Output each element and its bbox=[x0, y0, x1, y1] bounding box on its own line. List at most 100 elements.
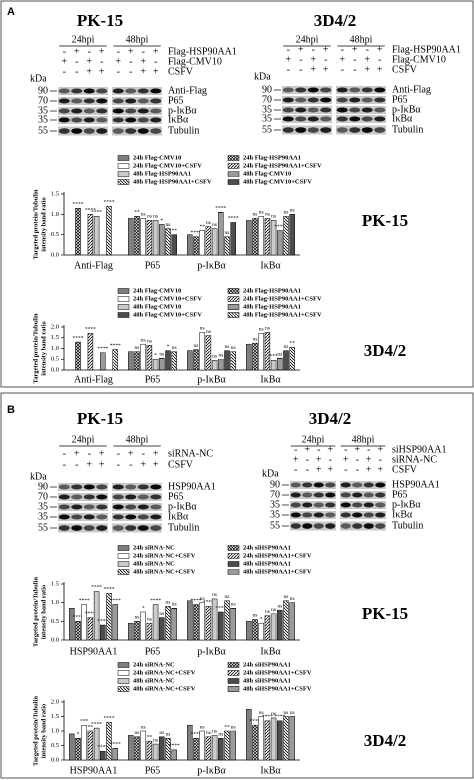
significance-label: **** bbox=[91, 721, 102, 727]
blot-band bbox=[125, 484, 137, 490]
significance-label: ns bbox=[153, 737, 158, 743]
bar bbox=[140, 611, 146, 641]
bar bbox=[264, 720, 271, 761]
bar bbox=[193, 349, 199, 371]
bar bbox=[283, 600, 289, 641]
y-tick-label: 0.5 bbox=[51, 356, 59, 363]
legend-swatch bbox=[227, 553, 240, 559]
blot-band bbox=[302, 482, 313, 488]
blot-band bbox=[112, 117, 124, 123]
legend-label: 48h siRNA-NC bbox=[133, 677, 175, 684]
blot-band bbox=[307, 127, 319, 133]
blot-band bbox=[302, 502, 313, 508]
significance-label: ns bbox=[271, 214, 276, 220]
bar bbox=[106, 722, 112, 761]
blot-band bbox=[71, 514, 83, 520]
significance-label: **** bbox=[85, 327, 96, 333]
blot-band bbox=[325, 492, 336, 498]
bar bbox=[193, 738, 199, 761]
blot-band bbox=[96, 88, 108, 94]
legend-swatch bbox=[117, 304, 130, 310]
blot-band bbox=[112, 514, 124, 520]
bar bbox=[69, 608, 75, 641]
bar bbox=[252, 724, 258, 761]
x-tick-label: P65 bbox=[145, 765, 161, 776]
condition-sign: - bbox=[117, 66, 120, 77]
condition-sign: - bbox=[63, 459, 66, 470]
condition-sign: - bbox=[63, 66, 66, 77]
y-tick-label: 0.0 bbox=[51, 636, 59, 643]
blot-band bbox=[336, 127, 348, 133]
condition-sign: + bbox=[285, 54, 291, 65]
blot-band bbox=[340, 512, 351, 518]
condition-sign: - bbox=[75, 56, 78, 67]
significance-label: ns bbox=[259, 210, 264, 216]
condition-sign: - bbox=[100, 56, 103, 67]
blot-membrane bbox=[112, 97, 162, 105]
significance-label: ns bbox=[284, 710, 289, 716]
significance-label: ns bbox=[212, 222, 217, 228]
blot-band bbox=[375, 512, 386, 518]
blot-band bbox=[340, 523, 351, 529]
bar bbox=[205, 606, 212, 641]
bar bbox=[252, 619, 258, 641]
legend-label: 48h siHSP90AA1+CSFV bbox=[243, 568, 312, 575]
condition-sign: + bbox=[327, 464, 333, 475]
blot-membrane bbox=[336, 125, 386, 135]
condition-sign: + bbox=[304, 444, 310, 455]
bar bbox=[205, 226, 212, 256]
blot-band bbox=[58, 525, 70, 531]
bar bbox=[165, 606, 171, 641]
timepoint: 24hpi bbox=[72, 434, 95, 445]
bar bbox=[246, 621, 252, 641]
blot-band bbox=[150, 525, 162, 531]
bar bbox=[218, 212, 224, 256]
significance-label: ns bbox=[206, 220, 211, 226]
blot-band bbox=[125, 525, 137, 531]
legend-label: 24h Flag-HSP90AA1+CSFV bbox=[243, 162, 322, 169]
blot-membrane bbox=[58, 107, 108, 115]
y-axis-label: intensity band ratio bbox=[40, 585, 47, 640]
significance-label: ns bbox=[231, 345, 236, 351]
significance-label: **** bbox=[191, 598, 202, 604]
legend-swatch bbox=[227, 561, 240, 567]
blot-band bbox=[71, 98, 83, 104]
blot-band bbox=[302, 492, 313, 498]
y-axis-label: intensity band ratio bbox=[40, 321, 47, 376]
bar bbox=[75, 621, 81, 641]
bar bbox=[140, 730, 146, 761]
bar bbox=[146, 622, 153, 641]
blot-band bbox=[302, 523, 313, 529]
bar bbox=[187, 724, 193, 761]
blot-membrane bbox=[112, 523, 162, 533]
condition-sign: - bbox=[299, 54, 302, 65]
condition-sign: + bbox=[377, 444, 383, 455]
blot-band bbox=[340, 492, 351, 498]
kda-marker: 35 bbox=[38, 501, 48, 512]
blot-membrane bbox=[58, 483, 108, 491]
blot-band bbox=[83, 525, 95, 531]
timepoint: 48hpi bbox=[350, 34, 373, 45]
condition-name: CSFV bbox=[168, 459, 194, 470]
condition-sign: - bbox=[117, 448, 120, 459]
significance-label: ns bbox=[277, 603, 282, 609]
bar bbox=[112, 604, 118, 641]
blot-band bbox=[125, 504, 137, 510]
condition-sign: + bbox=[366, 454, 372, 465]
blot-band bbox=[361, 127, 373, 133]
bar bbox=[159, 736, 165, 761]
blot-band bbox=[282, 87, 294, 93]
bar bbox=[146, 740, 153, 761]
blot-band bbox=[325, 512, 336, 518]
significance-label: ns bbox=[231, 602, 236, 608]
blot-membrane bbox=[336, 86, 386, 94]
significance-label: **** bbox=[91, 585, 102, 591]
blot-band bbox=[96, 525, 108, 531]
condition-sign: + bbox=[364, 54, 370, 65]
bar bbox=[106, 593, 112, 641]
condition-sign: + bbox=[323, 64, 329, 75]
x-tick-label: IκBα bbox=[260, 260, 281, 271]
legend-swatch bbox=[117, 561, 130, 567]
timepoint: 48hpi bbox=[126, 434, 149, 445]
condition-sign: - bbox=[344, 464, 347, 475]
